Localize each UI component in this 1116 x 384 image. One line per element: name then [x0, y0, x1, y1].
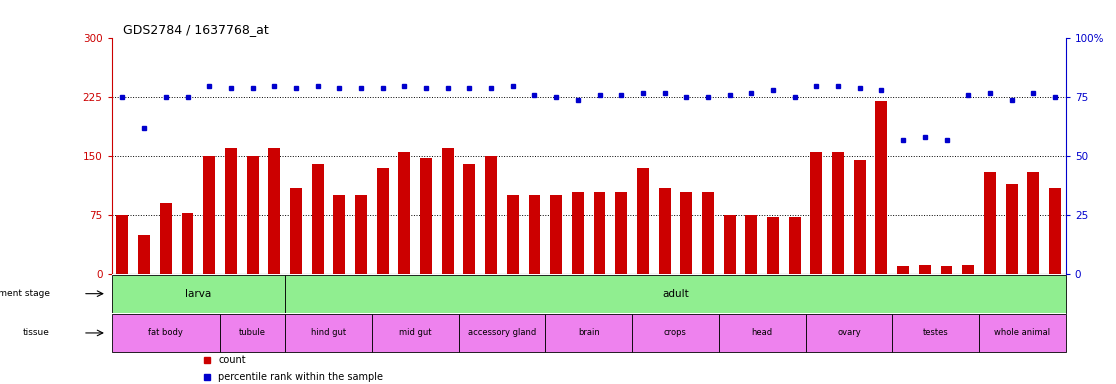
Text: GDS2784 / 1637768_at: GDS2784 / 1637768_at: [123, 23, 269, 36]
Bar: [875, 101, 887, 274]
Bar: [285, 275, 1066, 313]
Bar: [767, 217, 779, 274]
Text: tissue: tissue: [22, 328, 49, 338]
Text: tubule: tubule: [239, 328, 266, 338]
Bar: [420, 158, 432, 274]
Bar: [962, 265, 974, 274]
Bar: [632, 314, 719, 352]
Bar: [789, 217, 800, 274]
Bar: [979, 314, 1066, 352]
Bar: [203, 156, 215, 274]
Bar: [1006, 184, 1018, 274]
Bar: [723, 215, 735, 274]
Text: percentile rank within the sample: percentile rank within the sample: [219, 372, 384, 382]
Bar: [702, 192, 714, 274]
Bar: [893, 314, 979, 352]
Bar: [571, 192, 584, 274]
Bar: [833, 152, 844, 274]
Bar: [854, 160, 866, 274]
Bar: [112, 275, 285, 313]
Bar: [285, 314, 372, 352]
Bar: [334, 195, 345, 274]
Bar: [918, 265, 931, 274]
Bar: [112, 314, 220, 352]
Bar: [220, 314, 285, 352]
Bar: [485, 156, 497, 274]
Bar: [290, 188, 302, 274]
Text: testes: testes: [923, 328, 949, 338]
Bar: [594, 192, 606, 274]
Bar: [1028, 172, 1039, 274]
Text: crops: crops: [664, 328, 686, 338]
Bar: [459, 314, 546, 352]
Text: accessory gland: accessory gland: [468, 328, 536, 338]
Bar: [550, 195, 562, 274]
Bar: [529, 195, 540, 274]
Bar: [372, 314, 459, 352]
Text: count: count: [219, 356, 247, 366]
Text: adult: adult: [662, 289, 689, 299]
Bar: [719, 314, 806, 352]
Bar: [377, 168, 388, 274]
Bar: [941, 266, 952, 274]
Bar: [681, 192, 692, 274]
Bar: [615, 192, 627, 274]
Bar: [160, 204, 172, 274]
Bar: [225, 148, 237, 274]
Text: head: head: [751, 328, 772, 338]
Text: brain: brain: [578, 328, 599, 338]
Bar: [398, 152, 411, 274]
Bar: [810, 152, 822, 274]
Bar: [806, 314, 893, 352]
Bar: [745, 215, 758, 274]
Bar: [138, 235, 150, 274]
Bar: [658, 188, 671, 274]
Text: hind gut: hind gut: [311, 328, 346, 338]
Bar: [116, 215, 128, 274]
Bar: [311, 164, 324, 274]
Bar: [355, 195, 367, 274]
Bar: [247, 156, 259, 274]
Bar: [984, 172, 995, 274]
Bar: [637, 168, 648, 274]
Bar: [463, 164, 475, 274]
Text: mid gut: mid gut: [398, 328, 432, 338]
Text: larva: larva: [185, 289, 211, 299]
Text: ovary: ovary: [837, 328, 860, 338]
Bar: [546, 314, 632, 352]
Text: development stage: development stage: [0, 289, 49, 298]
Bar: [507, 195, 519, 274]
Text: fat body: fat body: [148, 328, 183, 338]
Bar: [182, 213, 193, 274]
Bar: [1049, 188, 1061, 274]
Bar: [442, 148, 454, 274]
Text: whole animal: whole animal: [994, 328, 1050, 338]
Bar: [268, 148, 280, 274]
Bar: [897, 266, 910, 274]
